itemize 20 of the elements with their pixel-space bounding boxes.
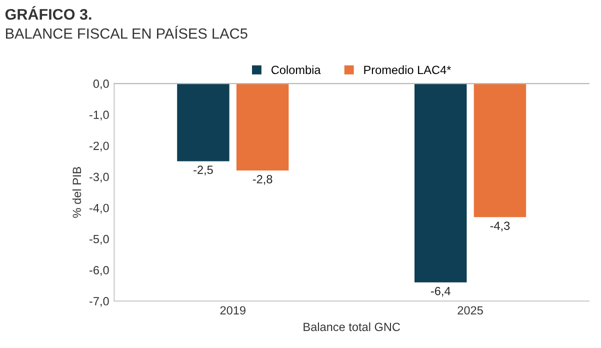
y-tick-label: -3,0 bbox=[90, 172, 109, 183]
chart-title: GRÁFICO 3. bbox=[5, 6, 92, 20]
y-tick-label: -1,0 bbox=[90, 110, 109, 120]
x-axis-title: Balance total GNC bbox=[304, 322, 400, 332]
y-tick-label: 0,0 bbox=[93, 80, 109, 90]
x-tick-label: 2025 bbox=[458, 306, 483, 315]
y-tick-label: -5,0 bbox=[90, 234, 109, 245]
chart-subtitle: BALANCE FISCAL EN PAÍSES LAC5 bbox=[6, 26, 248, 39]
y-tick-label: -4,0 bbox=[90, 204, 109, 214]
x-tick-label: 2019 bbox=[220, 306, 246, 315]
y-tick-label: -7,0 bbox=[90, 297, 109, 307]
data-label: -2,8 bbox=[252, 175, 272, 185]
legend-label: Colombia bbox=[271, 65, 321, 74]
data-label: -2,5 bbox=[194, 166, 213, 176]
y-axis-title: % del PIB bbox=[72, 166, 82, 218]
data-label: -6,4 bbox=[430, 286, 450, 297]
y-tick-label: -6,0 bbox=[90, 266, 109, 276]
y-tick-label: -2,0 bbox=[90, 142, 109, 152]
legend-label: Promedio LAC4* bbox=[364, 65, 451, 74]
data-label: -4,3 bbox=[490, 222, 510, 232]
